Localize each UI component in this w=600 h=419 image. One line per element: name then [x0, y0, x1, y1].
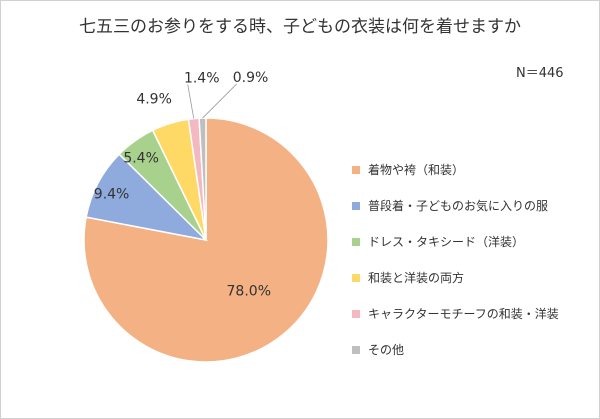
legend-swatch [352, 273, 360, 282]
slice-value-label: 5.4% [123, 151, 159, 167]
leader-line [187, 84, 195, 119]
legend-label: 普段着・子どものお気に入りの服 [368, 199, 549, 213]
legend-item: キャラクターモチーフの和装・洋装 [352, 304, 559, 323]
legend-swatch [352, 201, 360, 210]
slice-value-label: 78.0% [227, 284, 271, 300]
legend-label: 和装と洋装の両方 [368, 271, 465, 285]
legend-swatch [352, 237, 360, 246]
legend-swatch [352, 309, 360, 318]
legend-label: キャラクターモチーフの和装・洋装 [368, 307, 559, 321]
slice-value-label: 4.9% [136, 91, 172, 107]
legend-item: 普段着・子どものお気に入りの服 [352, 196, 559, 215]
legend-item: その他 [352, 340, 559, 359]
slice-value-label: 0.9% [233, 70, 269, 86]
legend-swatch [352, 165, 360, 174]
leader-line [202, 83, 237, 119]
legend-label: ドレス・タキシード（洋装） [368, 235, 525, 249]
slice-value-label: 1.4% [184, 71, 220, 87]
legend-swatch [352, 345, 360, 354]
legend-item: ドレス・タキシード（洋装） [352, 232, 559, 251]
legend-label: 着物や袴（和装） [368, 163, 465, 177]
legend-item: 和装と洋装の両方 [352, 268, 559, 287]
chart-title: 七五三のお参りをする時、子どもの衣装は何を着せますか [79, 17, 521, 37]
legend-label: その他 [368, 343, 405, 357]
chart-legend: 着物や袴（和装） 普段着・子どものお気に入りの服 ドレス・タキシード（洋装） 和装と洋… [352, 160, 559, 376]
sample-size-label: N＝446 [516, 66, 564, 81]
slice-value-label: 9.4% [94, 187, 130, 203]
legend-item: 着物や袴（和装） [352, 160, 559, 179]
